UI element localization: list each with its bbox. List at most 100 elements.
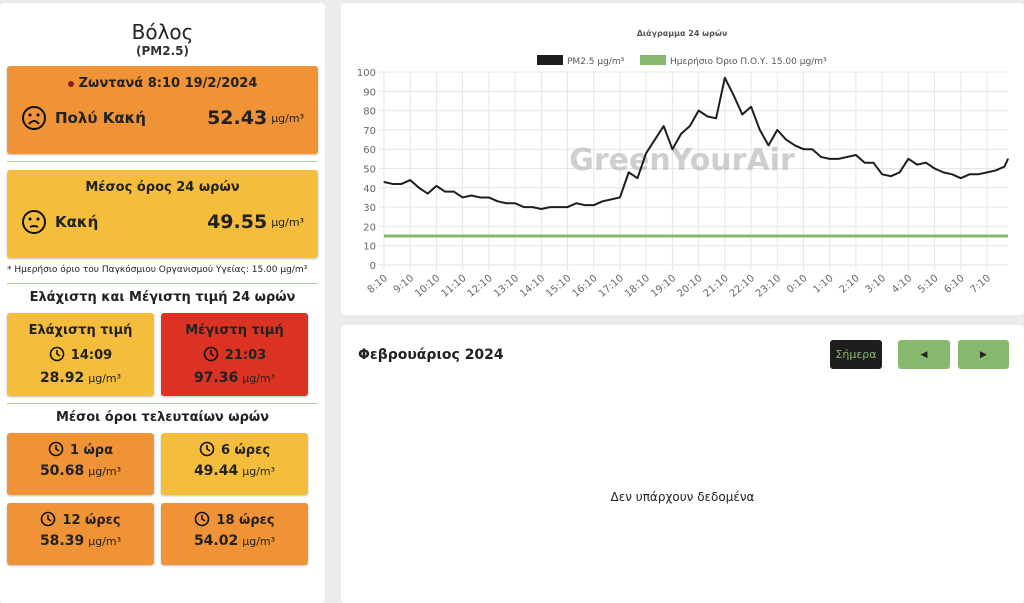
pollutant-label: (PM2.5) xyxy=(136,44,189,58)
pm25-point xyxy=(698,110,700,112)
pm25-point xyxy=(654,138,656,141)
pm25-point xyxy=(409,179,411,181)
pm25-point xyxy=(968,173,971,175)
avg24-value: 49.55 xyxy=(207,211,268,233)
min-value: 28.92 xyxy=(39,370,85,386)
x-tick-label: 15:10 xyxy=(544,273,573,300)
legend-swatch-who-limit xyxy=(640,55,666,65)
who-note: * Ημερήσιο όριο του Παγκόσμιου Οργανισμο… xyxy=(7,265,308,275)
x-tick-label: 8:10 xyxy=(366,273,390,296)
recent-avg-label: 6 ώρες xyxy=(220,443,271,458)
pm25-point xyxy=(995,169,997,172)
x-tick-label: 7:10 xyxy=(969,273,993,296)
next-month-button[interactable]: ▶ xyxy=(958,340,1009,369)
pm25-point xyxy=(960,177,962,179)
pm25-point xyxy=(392,183,394,185)
pm25-point xyxy=(488,196,490,199)
clock-icon xyxy=(48,441,64,457)
live-dot-icon xyxy=(67,80,74,87)
x-tick-label: 13:10 xyxy=(492,273,521,300)
x-tick-label: 14:10 xyxy=(518,273,547,300)
y-tick-label: 10 xyxy=(363,242,376,253)
calendar-card: Φεβρουάριος 2024 Σήμερα ◀ ▶ Δεν υπάρχουν… xyxy=(341,325,1024,603)
pm25-point xyxy=(837,158,840,160)
recent-avg-value: 49.44 xyxy=(193,463,239,479)
minmax-title: Ελάχιστη και Μέγιστη τιμή 24 ωρών xyxy=(29,290,296,305)
pm25-point xyxy=(680,133,682,135)
clock-icon xyxy=(41,511,56,527)
pm25-point xyxy=(514,202,516,204)
y-tick-label: 90 xyxy=(363,87,376,98)
live-card: Ζωντανά 8:10 19/2/2024 Πολύ Κακή 52.43 μg… xyxy=(7,66,318,154)
min-label: Ελάχιστη τιμή xyxy=(28,323,133,338)
live-label: Ζωντανά 8:10 19/2/2024 xyxy=(78,76,258,91)
watermark: GreenYourAir xyxy=(569,143,795,178)
clock-icon xyxy=(195,511,210,527)
x-tick-label: 23:10 xyxy=(754,273,783,300)
x-tick-label: 6:10 xyxy=(942,273,966,296)
clock-icon xyxy=(49,346,65,362)
pm25-point xyxy=(549,206,551,208)
unit: μg/m³ xyxy=(88,535,122,548)
x-tick-label: 19:10 xyxy=(649,273,678,300)
pm25-point xyxy=(802,148,805,150)
recent-avg-label: 18 ώρες xyxy=(216,513,275,528)
y-tick-label: 0 xyxy=(370,261,376,272)
max-label: Μέγιστη τιμή xyxy=(185,323,284,338)
pm25-point xyxy=(986,171,988,173)
pm25-point xyxy=(453,191,455,193)
pm25-point xyxy=(400,183,403,185)
x-tick-label: 10:10 xyxy=(413,273,442,300)
live-value: 52.43 xyxy=(207,107,268,129)
recent-avg-value: 50.68 xyxy=(39,463,85,479)
pm25-chart: Διάγραμμα 24 ωρών PM2.5 μg/m³ Ημερήσιο Όρι… xyxy=(357,28,1009,300)
pm25-point xyxy=(427,192,429,195)
pm25-point xyxy=(951,173,953,175)
pm25-point xyxy=(462,196,464,199)
pm25-point xyxy=(505,202,507,204)
x-tick-label: 17:10 xyxy=(597,273,626,300)
pm25-point xyxy=(523,206,525,208)
today-button[interactable]: Σήμερα xyxy=(830,340,882,369)
pm25-point xyxy=(855,154,857,156)
y-tick-label: 60 xyxy=(363,145,376,156)
y-tick-label: 20 xyxy=(363,222,376,233)
x-tick-label: 18:10 xyxy=(623,273,652,300)
pm25-point xyxy=(671,148,674,150)
unit: μg/m³ xyxy=(88,372,122,385)
recent-avg-card: 1 ώρα 50.68 μg/m³ xyxy=(7,433,154,495)
avg24-card: Μέσος όρος 24 ωρών Κακή 49.55 μg/m³ xyxy=(7,170,318,258)
pm25-point xyxy=(750,106,752,108)
recent-avg-label: 1 ώρα xyxy=(69,443,114,458)
recent-avg-card: 12 ώρες 58.39 μg/m³ xyxy=(7,503,154,565)
very-sad-face-icon xyxy=(22,106,46,130)
chart-title: Διάγραμμα 24 ωρών xyxy=(637,28,728,38)
unit: μg/m³ xyxy=(271,111,304,125)
pm25-point xyxy=(864,162,866,164)
summary-panel: Βόλος (PM2.5) Ζωντανά 8:10 19/2/2024 Πολ… xyxy=(0,3,325,603)
pm25-point xyxy=(741,113,743,116)
city-title: Βόλος xyxy=(131,20,194,44)
pm25-point xyxy=(689,125,691,127)
prev-month-button[interactable]: ◀ xyxy=(898,340,950,369)
pm25-point xyxy=(435,185,438,187)
unit: μg/m³ xyxy=(242,372,276,385)
pm25-point xyxy=(479,196,481,199)
sad-face-icon xyxy=(22,210,46,234)
unit: μg/m³ xyxy=(242,465,276,478)
recent-avg-value: 54.02 xyxy=(193,533,239,549)
pm25-point xyxy=(601,200,604,202)
pm25-point xyxy=(715,117,717,119)
pm25-point xyxy=(785,138,787,141)
pm25-point xyxy=(872,162,875,164)
x-tick-label: 11:10 xyxy=(439,273,468,300)
x-tick-label: 5:10 xyxy=(916,273,940,296)
pm25-point xyxy=(846,156,848,158)
x-tick-label: 9:10 xyxy=(392,273,416,296)
pm25-point xyxy=(759,129,761,131)
y-tick-label: 50 xyxy=(363,165,376,176)
pm25-point xyxy=(890,175,892,177)
pm25-point xyxy=(942,171,944,173)
x-tick-label: 0:10 xyxy=(785,273,809,296)
x-tick-label: 21:10 xyxy=(702,273,731,300)
